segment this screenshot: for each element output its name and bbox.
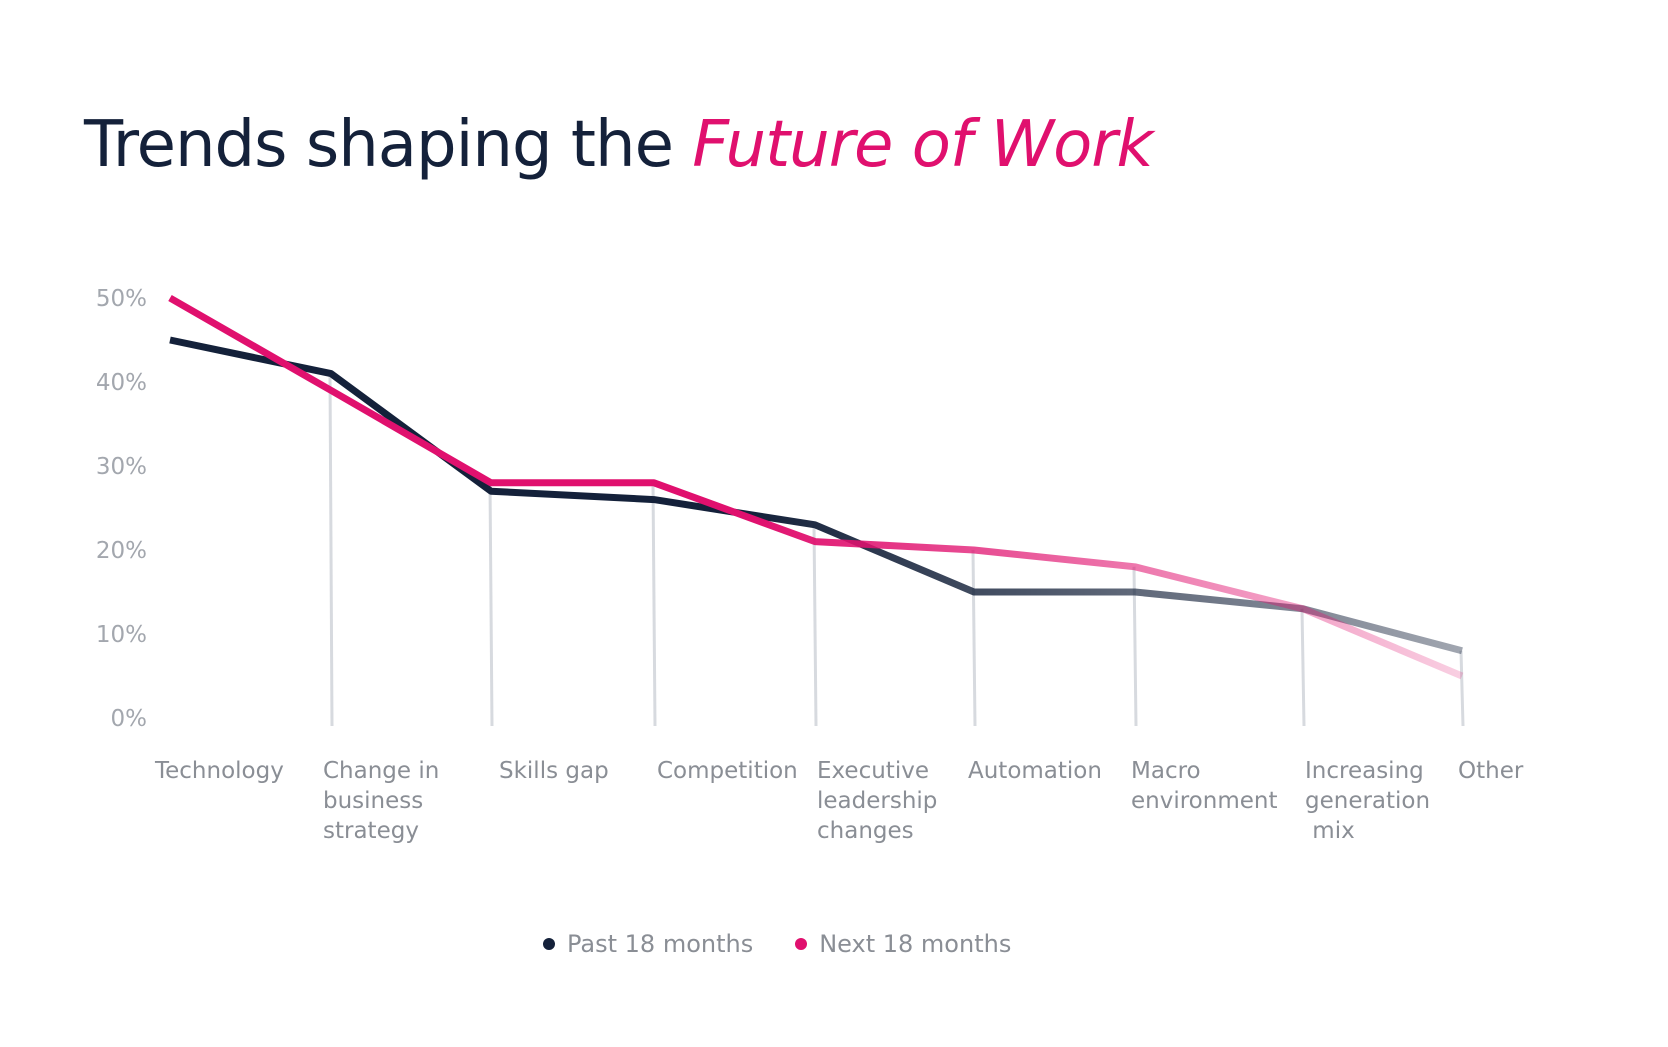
y-tick-label: 20% [96,538,147,564]
x-category-label: Change in business strategy [323,758,439,844]
drop-line [651,482,657,727]
drop-line [328,373,334,727]
legend-dot-past [543,938,555,950]
y-tick-label: 0% [111,706,148,732]
legend-item-past: Past 18 months [543,930,753,958]
y-tick-label: 30% [96,454,147,480]
title-accent: Future of Work [692,108,1153,182]
drop-line [812,524,818,727]
drop-line [971,549,977,727]
legend-item-next: Next 18 months [795,930,1011,958]
y-tick-label: 50% [96,286,147,312]
x-category-label: Increasing generation mix [1305,758,1430,844]
x-category-label: Executive leadership changes [817,758,937,844]
x-category-label: Skills gap [499,758,609,784]
x-axis-labels: Technology Change in business strategy Skill… [154,758,1524,844]
y-tick-label: 40% [96,370,147,396]
x-category-label: Automation [968,758,1102,784]
drop-line [488,482,494,727]
y-axis-ticks: 0% 10% 20% 30% 40% 50% [96,286,147,732]
title-prefix: Trends shaping the [84,108,674,182]
drop-line [1459,650,1465,727]
drop-lines [328,373,1465,727]
x-category-label: Competition [657,758,798,784]
legend-label-past: Past 18 months [567,930,754,958]
legend: Past 18 months Next 18 months [543,930,1011,958]
series-lines [168,294,1464,680]
drop-line [1300,608,1306,727]
chart-title: Trends shaping the Future of Work [84,108,1154,182]
legend-dot-next [795,938,808,950]
x-category-label: Other [1458,758,1524,784]
legend-label-next: Next 18 months [819,930,1012,958]
x-category-label: Macro environment [1131,758,1277,814]
x-category-label: Technology [154,758,284,784]
y-tick-label: 10% [96,622,147,648]
